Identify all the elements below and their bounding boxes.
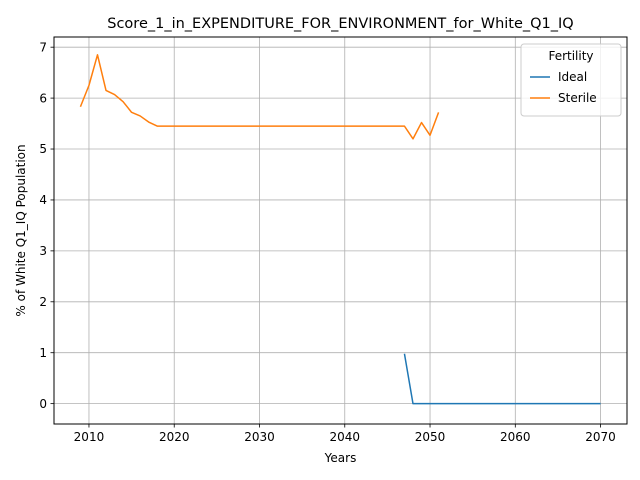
y-axis-label: % of White Q1_IQ Population [14, 144, 28, 316]
series-line-ideal [403, 353, 601, 405]
grid [54, 37, 627, 424]
y-tick-label: 0 [39, 397, 47, 411]
x-tick-label: 2020 [159, 430, 190, 444]
y-tick-label: 1 [39, 346, 47, 360]
x-tick-label: 2060 [500, 430, 531, 444]
x-tick-label: 2050 [415, 430, 446, 444]
legend-label-ideal: Ideal [558, 70, 587, 84]
series-layer [79, 54, 601, 405]
x-tick-label: 2030 [244, 430, 275, 444]
x-tick-label: 2070 [585, 430, 616, 444]
x-axis-label: Years [324, 451, 357, 465]
legend: Fertility Ideal Sterile [520, 43, 622, 117]
x-tick-label: 2040 [329, 430, 360, 444]
y-tick-label: 3 [39, 244, 47, 258]
plot-frame [53, 36, 628, 425]
y-tick-label: 7 [39, 40, 47, 54]
legend-label-sterile: Sterile [558, 91, 597, 105]
legend-title: Fertility [548, 49, 593, 63]
x-tick-label: 2010 [74, 430, 105, 444]
series-line-sterile [79, 54, 440, 140]
chart-title: Score_1_in_EXPENDITURE_FOR_ENVIRONMENT_f… [107, 16, 573, 32]
y-tick-label: 2 [39, 295, 47, 309]
ticks: 2010 2020 2030 2040 2050 2060 2070 0 1 2 3 4 5 6 7 [39, 40, 615, 444]
y-tick-label: 5 [39, 142, 47, 156]
y-tick-label: 6 [39, 91, 47, 105]
y-tick-label: 4 [39, 193, 47, 207]
legend-items: Ideal Sterile [530, 70, 597, 105]
